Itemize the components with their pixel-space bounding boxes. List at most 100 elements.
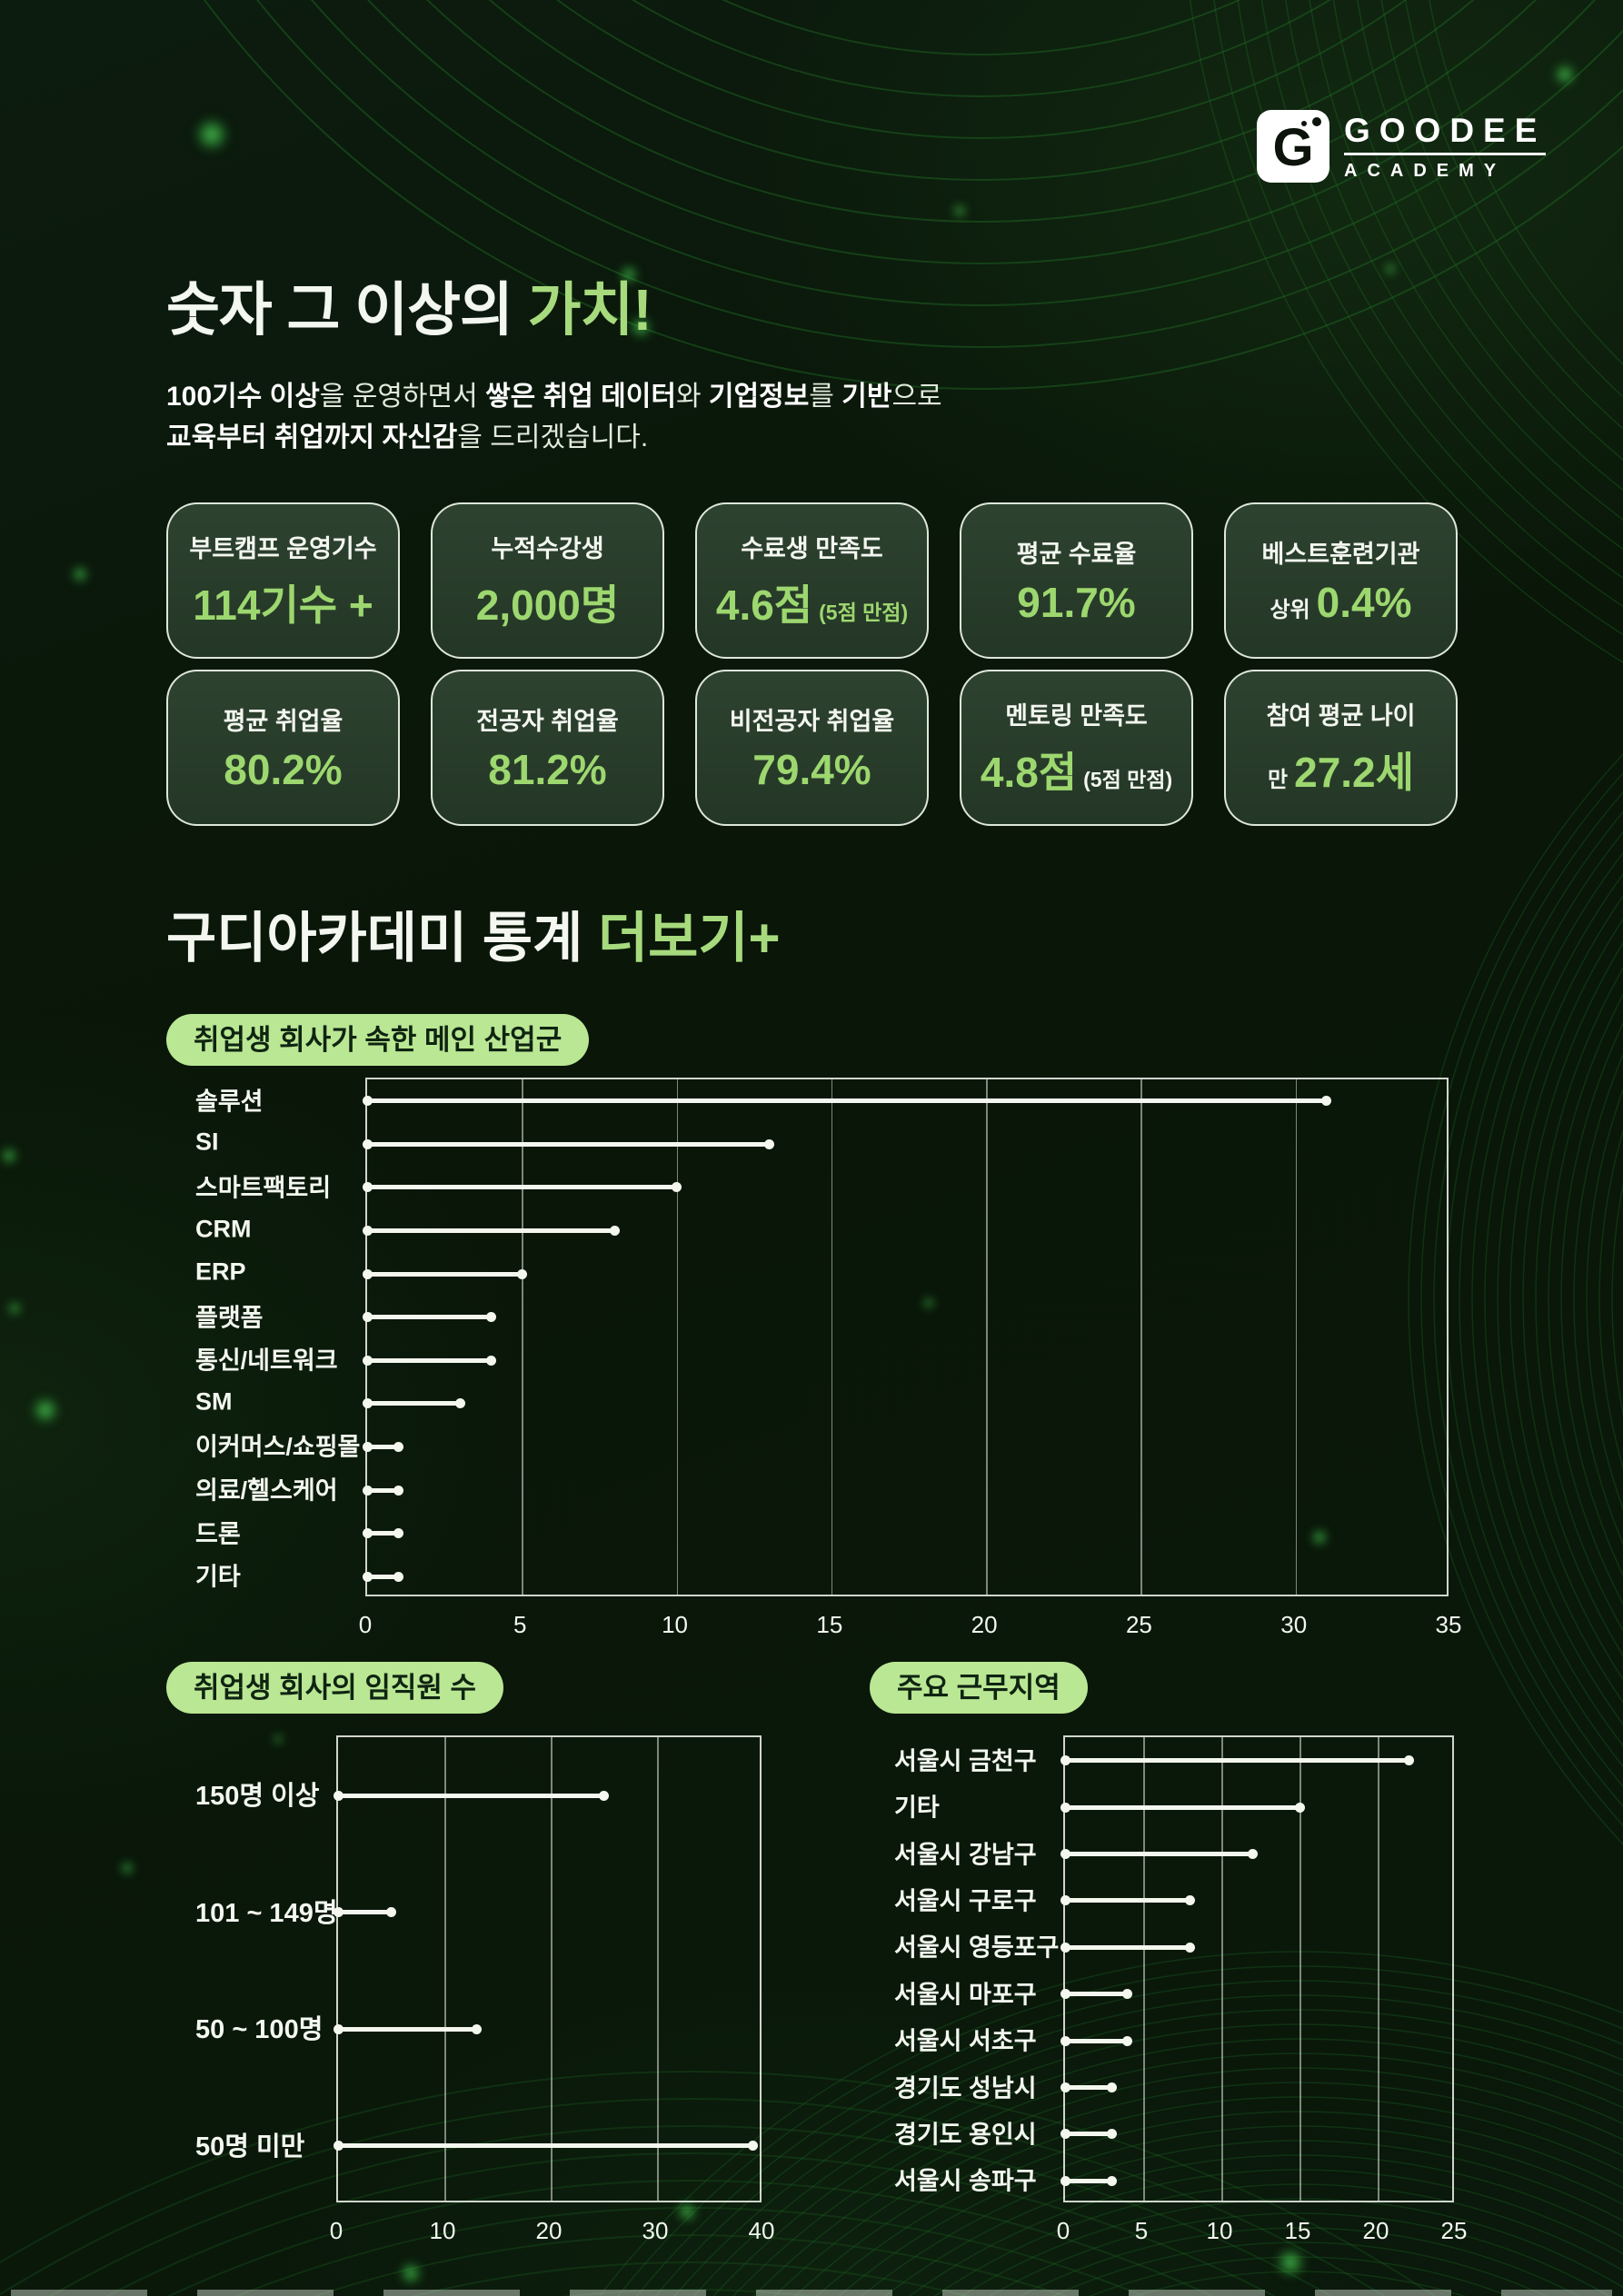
lollipop-dot — [362, 1268, 373, 1279]
category-label: 플랫폼 — [195, 1304, 264, 1332]
category-label: 150명 이상 — [195, 1782, 320, 1812]
lollipop-bar — [367, 1141, 770, 1147]
stat-label: 멘토링 만족도 — [1005, 702, 1148, 730]
x-tick-label: 5 — [513, 1611, 527, 1638]
hero-subtitle-segment: 기업정보 — [708, 382, 810, 412]
category-label: 기타 — [894, 1794, 940, 1822]
stat-value: 79.4% — [752, 745, 871, 794]
gridline — [444, 1737, 446, 2201]
lollipop-dot — [1185, 1895, 1196, 1906]
lollipop-bar — [1065, 1992, 1128, 1997]
glow-dot — [31, 1396, 60, 1425]
lollipop-dot — [1122, 1989, 1133, 2000]
stat-label: 평균 취업율 — [223, 708, 344, 735]
decorative-arc — [1573, 1053, 1623, 1546]
gridline — [1143, 1737, 1145, 2201]
x-tick-label: 0 — [329, 2217, 344, 2244]
stat-value-number: 27.2세 — [1294, 749, 1414, 796]
chart-title-badge-work-region: 주요 근무지역 — [870, 1662, 1088, 1714]
stat-card: 전공자 취업율 81.2% — [431, 670, 664, 826]
logo-dot — [1312, 117, 1321, 126]
x-tick-label: 10 — [662, 1611, 689, 1638]
chart-title-badge-company-size: 취업생 회사의 임직원 수 — [166, 1662, 504, 1714]
stat-card: 평균 취업율 80.2% — [166, 670, 400, 826]
category-label: 50명 미만 — [195, 2132, 305, 2162]
stat-value-suffix: (5점 만점) — [819, 601, 909, 624]
stat-value-number: 4.6점 — [715, 581, 813, 629]
lollipop-bar — [1065, 2085, 1112, 2090]
decorative-arc — [1598, 1129, 1623, 1469]
category-label: 서울시 마포구 — [894, 1981, 1037, 2009]
lollipop-dot — [1107, 2129, 1118, 2140]
stat-value-number: 79.4% — [752, 746, 871, 793]
category-label: 스마트팩토리 — [195, 1174, 332, 1202]
lollipop-bar — [1065, 2178, 1112, 2183]
lollipop-dot — [672, 1182, 682, 1193]
lollipop-dot — [1060, 2082, 1070, 2092]
lollipop-dot — [393, 1441, 403, 1452]
category-label: 서울시 서초구 — [894, 2027, 1037, 2055]
category-label: CRM — [195, 1215, 252, 1243]
glow-dot — [71, 565, 89, 583]
glow-dot — [619, 264, 639, 284]
lollipop-dot — [1060, 1989, 1070, 2000]
logo-letter: G — [1272, 118, 1314, 177]
lollipop-dot — [393, 1571, 403, 1582]
stat-value: 91.7% — [1017, 578, 1135, 627]
stat-value: 4.8점 (5점 만점) — [981, 740, 1172, 800]
lollipop-dot — [333, 2141, 344, 2152]
x-tick-label: 25 — [1440, 2217, 1468, 2244]
category-label: 이커머스/쇼핑몰 — [195, 1433, 361, 1461]
x-tick-label: 10 — [1206, 2217, 1233, 2244]
x-tick-label: 35 — [1435, 1611, 1462, 1638]
decorative-arc — [632, 0, 1331, 97]
category-label: 경기도 성남시 — [894, 2074, 1037, 2102]
stat-label: 누적수강생 — [491, 535, 604, 562]
lollipop-dot — [1060, 1942, 1070, 1953]
lollipop-bar — [367, 1444, 399, 1449]
lollipop-bar — [367, 1401, 461, 1406]
gridline — [1299, 1737, 1301, 2201]
lollipop-dot — [362, 1355, 373, 1366]
stat-value-prefix: 상위 — [1270, 598, 1310, 622]
lollipop-dot — [1403, 1755, 1414, 1766]
hero-subtitle-segment: 으로 — [891, 382, 942, 412]
lollipop-bar — [338, 2026, 477, 2032]
stat-card: 누적수강생 2,000명 — [431, 502, 664, 659]
decorative-arc — [1535, 967, 1623, 1632]
stat-card: 베스트훈련기관 상위 0.4% — [1224, 502, 1458, 659]
hero-subtitle-segment: 을 드리겠습니다. — [457, 422, 649, 452]
lollipop-dot — [485, 1355, 496, 1366]
gridline — [986, 1079, 988, 1595]
hero-subtitle: 100기수 이상을 운영하면서 쌓은 취업 데이터와 기업정보를 기반으로 교육부… — [166, 376, 942, 458]
category-label: 기타 — [195, 1563, 241, 1591]
lollipop-bar — [338, 1910, 392, 1915]
glow-dot — [1384, 263, 1397, 275]
lollipop-dot — [747, 2141, 758, 2152]
stat-value-number: 80.2% — [224, 746, 343, 793]
stat-label: 수료생 만족도 — [741, 535, 883, 562]
hero-subtitle-segment: 와 — [675, 382, 709, 412]
glow-dot — [1275, 2247, 1306, 2278]
lollipop-bar — [338, 1793, 604, 1798]
hero-subtitle-segment: 기반 — [841, 382, 892, 412]
x-tick-label: 20 — [1362, 2217, 1389, 2244]
section-title-segment: 더보기+ — [597, 908, 781, 969]
category-label: SI — [195, 1128, 219, 1156]
x-tick-label: 20 — [971, 1611, 998, 1638]
lollipop-dot — [1122, 2035, 1133, 2046]
category-label: 서울시 송파구 — [894, 2167, 1037, 2195]
stat-value-number: 2,000명 — [475, 581, 620, 629]
goodee-logo: G GOODEE ACADEMY — [1257, 110, 1547, 183]
lollipop-bar — [1065, 1852, 1253, 1856]
lollipop-dot — [599, 1790, 609, 1801]
stat-card: 부트캠프 운영기수 114기수 + — [166, 502, 400, 659]
glow-dot — [676, 2201, 698, 2222]
lollipop-dot — [1060, 2129, 1070, 2140]
lollipop-dot — [1247, 1849, 1258, 1859]
section-title-segment: 구디아카데미 통계 — [166, 908, 598, 969]
lollipop-dot — [362, 1485, 373, 1496]
lollipop-bar — [367, 1531, 399, 1536]
x-tick-label: 20 — [535, 2217, 563, 2244]
chart-plot — [333, 1735, 762, 2202]
